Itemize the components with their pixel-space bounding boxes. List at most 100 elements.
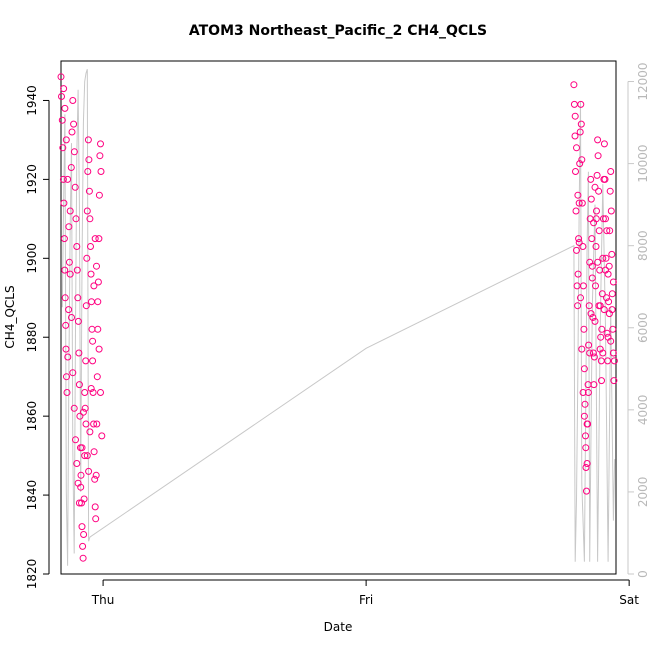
data-point xyxy=(82,302,90,310)
data-point xyxy=(599,254,607,262)
data-point xyxy=(602,215,609,223)
data-point xyxy=(585,341,593,349)
data-point xyxy=(61,104,69,112)
right-y-axis: 0 2000 4000 6000 8000 10000 12000 xyxy=(627,62,650,578)
data-point xyxy=(79,554,87,562)
data-point xyxy=(606,227,614,235)
data-point xyxy=(574,302,582,310)
data-point xyxy=(583,487,590,495)
data-point xyxy=(582,464,590,471)
data-point xyxy=(86,428,94,436)
data-point xyxy=(589,349,597,357)
data-point xyxy=(603,227,611,235)
plot-frame xyxy=(60,60,617,575)
data-point xyxy=(573,246,580,254)
data-point xyxy=(73,243,81,250)
data-point xyxy=(59,144,67,152)
x-tick-label: Thu xyxy=(91,593,115,607)
data-point xyxy=(607,168,615,175)
x-axis: Thu Fri Sat xyxy=(91,579,639,607)
data-point xyxy=(601,175,609,183)
data-point xyxy=(580,325,588,333)
data-point xyxy=(96,152,104,160)
data-point xyxy=(73,460,81,467)
data-point xyxy=(58,93,65,100)
data-point xyxy=(579,282,587,290)
data-point xyxy=(87,270,95,278)
data-point xyxy=(590,381,598,389)
data-point xyxy=(609,349,617,357)
data-point xyxy=(605,262,613,270)
data-point xyxy=(79,542,87,550)
data-point xyxy=(592,215,600,223)
data-point xyxy=(581,400,589,408)
data-point xyxy=(90,420,98,428)
data-point xyxy=(582,444,590,452)
data-point xyxy=(87,385,95,392)
data-point xyxy=(572,207,580,215)
data-point xyxy=(68,314,75,321)
data-point xyxy=(81,389,89,396)
data-point xyxy=(78,444,86,452)
data-point xyxy=(62,321,70,329)
data-point xyxy=(587,310,595,318)
data-point xyxy=(97,168,105,175)
data-point xyxy=(62,345,70,353)
data-point xyxy=(570,100,578,108)
right-tick-label: 12000 xyxy=(636,62,650,100)
data-point xyxy=(577,100,585,108)
right-tick-label: 8000 xyxy=(636,230,650,261)
data-point xyxy=(598,325,606,333)
data-point xyxy=(65,258,73,266)
data-point xyxy=(571,132,579,140)
data-point xyxy=(70,120,78,128)
data-point xyxy=(95,235,103,243)
data-point xyxy=(608,306,616,314)
data-point xyxy=(97,140,104,148)
data-point xyxy=(607,207,615,215)
data-point xyxy=(593,207,600,215)
data-point xyxy=(594,258,602,266)
data-point xyxy=(604,357,612,365)
data-point xyxy=(94,325,102,333)
data-point xyxy=(60,85,68,93)
data-point xyxy=(85,187,93,195)
left-tick-label: 1940 xyxy=(25,85,39,116)
data-point xyxy=(76,412,84,420)
data-point xyxy=(89,389,97,396)
data-point xyxy=(604,270,612,278)
data-point xyxy=(72,436,79,444)
data-point xyxy=(95,191,103,199)
data-point xyxy=(573,144,580,152)
data-point xyxy=(74,317,82,325)
data-point xyxy=(589,314,597,321)
data-point xyxy=(578,156,586,164)
left-tick-label: 1820 xyxy=(25,559,39,590)
data-point xyxy=(88,325,96,333)
data-point xyxy=(600,140,608,148)
data-point xyxy=(92,471,100,479)
data-point xyxy=(65,306,73,314)
data-point xyxy=(81,404,89,412)
data-point xyxy=(595,187,603,195)
data-point xyxy=(594,152,602,160)
data-point xyxy=(94,278,102,286)
data-point xyxy=(73,266,81,274)
right-tick-label: 10000 xyxy=(636,145,650,183)
data-point xyxy=(88,298,95,306)
data-point xyxy=(61,294,69,302)
data-point xyxy=(69,369,77,377)
x-tick-label: Sat xyxy=(619,593,639,607)
y-axis-label: CH4_QCLS xyxy=(3,285,17,348)
data-point xyxy=(592,282,599,290)
data-point xyxy=(608,290,616,298)
data-point xyxy=(606,187,614,195)
data-point xyxy=(602,254,610,262)
data-point xyxy=(588,235,596,243)
data-point xyxy=(598,377,605,385)
data-point xyxy=(597,333,605,341)
data-point xyxy=(577,294,584,302)
left-tick-label: 1860 xyxy=(25,401,39,432)
data-point xyxy=(90,282,98,290)
